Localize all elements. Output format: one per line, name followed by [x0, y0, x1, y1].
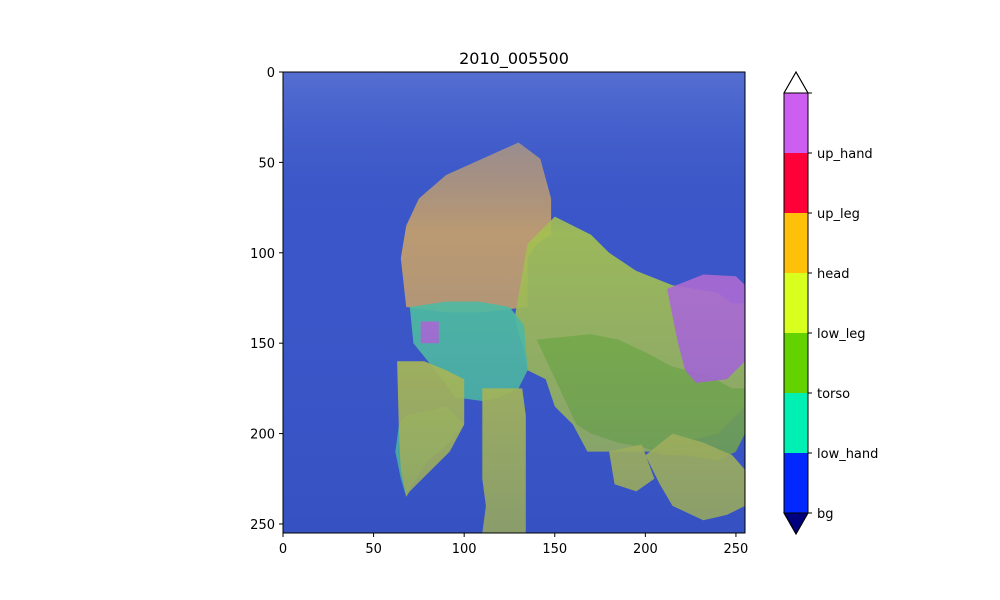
colorbar-segment-bg	[784, 453, 808, 513]
x-tick-label: 50	[365, 542, 382, 557]
colorbar-segment-up-hand	[784, 93, 808, 153]
colorbar-over-arrow	[783, 70, 809, 94]
colorbar-segment-low-leg	[784, 273, 808, 333]
axes-frame	[282, 71, 746, 534]
y-tick-label: 200	[250, 428, 275, 443]
colorbar: bg low_hand torso low_leg head up_leg up_hand	[783, 70, 878, 536]
y-tick-label: 50	[258, 156, 275, 171]
colorbar-segment-up-leg	[784, 153, 808, 213]
x-tick-label: 0	[279, 542, 287, 557]
chart-title: 2010_005500	[459, 49, 569, 69]
sea-sheen	[283, 72, 745, 533]
x-axis-ticks: 0 50 100 150 200 250	[279, 533, 748, 557]
colorbar-tick-label: up_leg	[817, 207, 860, 222]
y-tick-label: 100	[250, 247, 275, 262]
x-tick-label: 200	[633, 542, 658, 557]
y-tick-label: 0	[267, 66, 275, 81]
y-tick-label: 150	[250, 337, 275, 352]
x-tick-label: 250	[724, 542, 749, 557]
y-axis-ticks: 0 50 100 150 200 250	[250, 66, 283, 533]
colorbar-tick-label: up_hand	[817, 147, 873, 162]
colorbar-tick-label: torso	[817, 387, 850, 402]
x-tick-label: 150	[542, 542, 567, 557]
x-tick-label: 100	[452, 542, 477, 557]
colorbar-segment-head	[784, 213, 808, 273]
colorbar-tick-label: low_hand	[817, 447, 878, 462]
colorbar-segment-low-hand	[784, 393, 808, 453]
image-area	[283, 72, 745, 533]
y-tick-label: 250	[250, 518, 275, 533]
colorbar-segment-torso	[784, 333, 808, 393]
colorbar-under-arrow	[783, 512, 809, 536]
colorbar-tick-label: low_leg	[817, 327, 866, 342]
colorbar-tick-label: head	[817, 267, 849, 282]
colorbar-tick-label: bg	[817, 507, 834, 522]
